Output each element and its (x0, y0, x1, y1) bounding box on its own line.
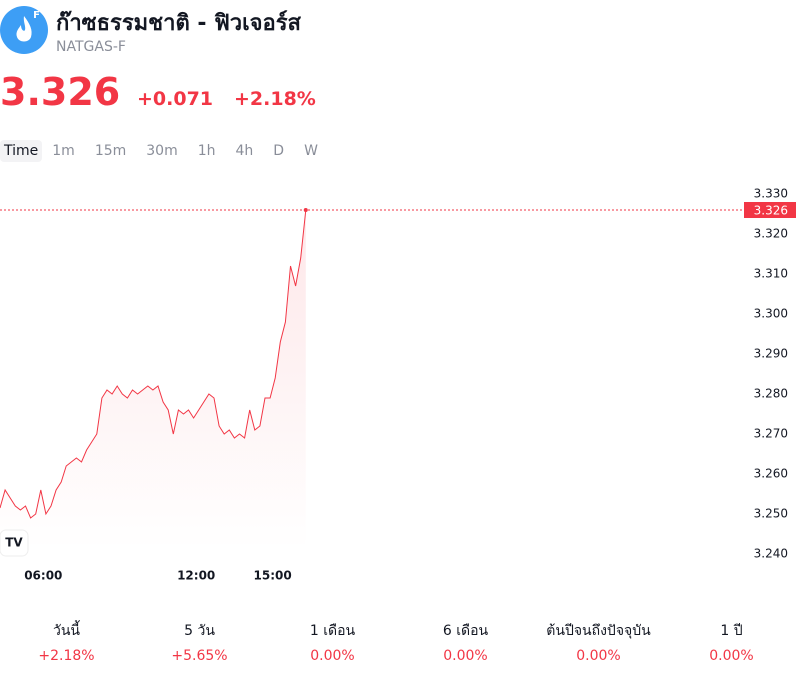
y-tick-label: 3.320 (754, 227, 788, 241)
y-tick-label: 3.280 (754, 387, 788, 401)
y-tick-label: 3.250 (754, 507, 788, 521)
performance-value: 0.00% (576, 648, 621, 664)
y-tick-label: 3.240 (754, 547, 788, 561)
performance-item: วันนี้ +2.18% (0, 620, 133, 664)
timeframe-tab[interactable]: D (273, 143, 285, 159)
symbol-icon: F (0, 6, 48, 54)
performance-label: 6 เดือน (442, 623, 489, 639)
timeframe-tab[interactable]: W (304, 143, 318, 159)
y-tick-label: 3.270 (754, 427, 788, 441)
symbol: NATGAS-F (56, 39, 126, 55)
performance-value: 0.00% (443, 648, 488, 664)
performance-item: 6 เดือน 0.00% (399, 620, 532, 664)
performance-label: วันนี้ (52, 623, 80, 639)
line (0, 209, 307, 519)
y-tick-label: 3.300 (754, 307, 788, 321)
x-tick-label: 15:00 (254, 569, 292, 583)
performance-label: ต้นปีจนถึงปัจจุบัน (546, 623, 651, 639)
performance: วันนี้ +2.18% 5 วัน +5.65% 1 เดือน 0.00% 6 เดื… (0, 620, 800, 664)
flame (16, 16, 32, 42)
performance-label: 1 ปี (720, 623, 743, 639)
performance-value: +5.65% (171, 648, 228, 664)
last-point (303, 208, 308, 212)
price: 3.326 (0, 70, 121, 114)
performance-item: 1 ปี 0.00% (665, 620, 798, 664)
logo-bg (0, 529, 29, 557)
y-tick-label: 3.290 (754, 347, 788, 361)
price-tag-label: 3.326 (754, 204, 788, 218)
performance-label: 1 เดือน (309, 623, 356, 639)
performance-label: 5 วัน (184, 623, 215, 639)
performance-item: 1 เดือน 0.00% (266, 620, 399, 664)
y-tick-label: 3.310 (754, 267, 788, 281)
change-percent: +2.18% (234, 88, 316, 110)
performance-value: 0.00% (310, 648, 355, 664)
performance-value: 0.00% (709, 648, 754, 664)
y-tick-label: 3.330 (754, 187, 788, 201)
icon-letter: F (33, 10, 40, 21)
change: +0.071 (137, 88, 214, 110)
timeframe-tab[interactable]: 1m (52, 143, 75, 159)
chart: 3.240 3.250 3.260 3.270 3.280 3.290 3.300 3.310… (0, 187, 796, 583)
logo: TV (5, 536, 23, 550)
timeframe-tab[interactable]: 15m (94, 143, 127, 159)
timeframe-tab[interactable]: 30m (146, 143, 178, 159)
area (0, 210, 306, 550)
price-tag (744, 202, 796, 218)
timeframe-tab[interactable]: 1h (197, 143, 216, 159)
timeframes: Time 1m 15m 30m 1h 4h D W (0, 140, 328, 162)
x-tick-label: 06:00 (24, 569, 62, 583)
timeframe-tab[interactable]: 4h (235, 143, 254, 159)
performance-item: 5 วัน +5.65% (133, 620, 266, 664)
y-tick-label: 3.260 (754, 467, 788, 481)
performance-item: ต้นปีจนถึงปัจจุบัน 0.00% (532, 620, 665, 664)
performance-value: +2.18% (38, 648, 95, 664)
title: ก๊าซธรรมชาติ - ฟิวเจอร์ส (56, 11, 301, 36)
timeframe-tab[interactable]: Time (0, 140, 43, 162)
x-tick-label: 12:00 (177, 569, 215, 583)
